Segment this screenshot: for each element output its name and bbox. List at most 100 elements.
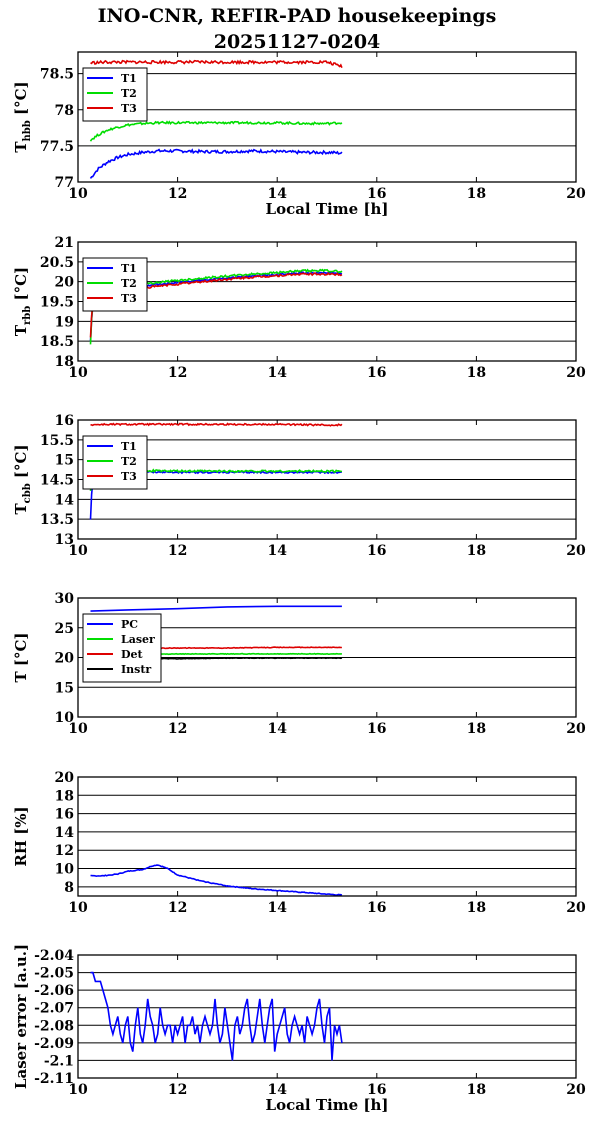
y-tick-label: 78.5: [40, 67, 74, 83]
y-tick-label: 12: [55, 843, 74, 859]
x-tick-label: 20: [566, 1082, 586, 1098]
y-tick-label: 16: [55, 807, 74, 823]
x-tick-label: 20: [566, 721, 586, 737]
y-tick-label: 13: [55, 532, 74, 548]
y-tick-label: 18: [55, 788, 74, 804]
x-tick-label: 14: [267, 900, 287, 916]
x-tick-label: 16: [367, 365, 386, 381]
legend-box: [82, 67, 148, 122]
y-tick-label: -2.11: [34, 1071, 74, 1087]
series-line-laser: [90, 971, 343, 1061]
legend-label: Instr: [121, 663, 151, 676]
y-tick-label: 77: [55, 175, 74, 191]
y-tick-label: 78: [55, 103, 74, 119]
y-axis-label: RH [%]: [12, 806, 30, 866]
y-axis-label: Laser error [a.u.]: [12, 944, 30, 1089]
x-tick-label: 14: [267, 1082, 287, 1098]
plot-frame: [77, 597, 577, 718]
x-tick-label: 10: [68, 543, 88, 559]
y-tick-label: 19: [55, 314, 74, 330]
x-tick-label: 12: [168, 721, 187, 737]
y-tick-label: -2.07: [34, 1001, 74, 1017]
legend: T1 T2 T3: [82, 257, 148, 312]
y-tick-label: 15: [55, 453, 74, 469]
legend-box: [82, 435, 148, 490]
y-tick-label: -2.06: [34, 983, 74, 999]
y-axis-label: Trbb [°C]: [12, 267, 33, 336]
x-axis-label: Local Time [h]: [266, 1096, 389, 1114]
x-tick-label: 16: [367, 721, 386, 737]
x-tick-label: 20: [566, 186, 586, 202]
y-tick-label: -2.05: [34, 966, 74, 982]
y-tick-label: 10: [55, 710, 75, 726]
x-tick-label: 10: [68, 186, 88, 202]
x-tick-label: 18: [467, 721, 486, 737]
x-tick-label: 20: [566, 543, 586, 559]
legend-box: [82, 257, 148, 312]
y-tick-label: 18.5: [40, 334, 74, 350]
x-tick-label: 10: [68, 1082, 88, 1098]
y-tick-label: 13.5: [40, 512, 74, 528]
y-tick-label: 14.5: [40, 473, 74, 489]
legend: PC Laser Det Instr: [82, 613, 162, 683]
plot-frame: [77, 51, 577, 183]
figure-title-line1: INO-CNR, REFIR-PAD housekeepings: [98, 5, 497, 27]
x-tick-label: 20: [566, 365, 586, 381]
plot-frame: [77, 419, 577, 540]
x-axis-label: Local Time [h]: [266, 200, 389, 218]
legend-label: T2: [121, 87, 137, 100]
y-tick-label: 77.5: [40, 139, 74, 155]
legend-label: T2: [121, 277, 137, 290]
x-tick-label: 12: [168, 900, 187, 916]
figure-title-line2: 20251127-0204: [214, 31, 381, 53]
y-tick-label: 20.5: [40, 255, 74, 271]
y-tick-label: 18: [55, 354, 74, 370]
y-tick-label: 19.5: [40, 295, 74, 311]
plot-frame: [77, 776, 577, 897]
y-tick-label: 10: [55, 862, 75, 878]
y-tick-label: -2.09: [34, 1036, 74, 1052]
legend-label: T1: [121, 72, 137, 85]
plot-panels: 10 12 14 16 18 20 77 77.5 78 78.5 Thbb [°C] Local T…: [12, 51, 586, 1114]
legend-label: T1: [121, 440, 137, 453]
x-tick-label: 14: [267, 186, 287, 202]
x-tick-label: 12: [168, 186, 187, 202]
y-axis-label: Thbb [°C]: [12, 81, 33, 152]
legend-label: PC: [121, 618, 138, 631]
legend-label: T2: [121, 455, 137, 468]
x-tick-label: 14: [267, 721, 287, 737]
x-tick-label: 12: [168, 365, 187, 381]
x-tick-label: 18: [467, 1082, 486, 1098]
legend-label: Laser: [121, 633, 155, 646]
panel-cbb: 10 12 14 16 18 20 13 13.5 14 14.5 15 15.5 16 Tcbb [°C…: [12, 413, 586, 559]
x-tick-label: 12: [168, 543, 187, 559]
y-tick-label: 15: [55, 680, 74, 696]
series-line-pc: [90, 605, 342, 612]
x-tick-label: 16: [367, 543, 386, 559]
legend-label: T1: [121, 262, 137, 275]
legend-box: [82, 613, 162, 683]
y-tick-label: 8: [64, 880, 74, 896]
x-tick-label: 18: [467, 900, 486, 916]
panel-rbb: 10 12 14 16 18 20 18 18.5 19 19.5 20 20.5 21 Trbb [°C…: [12, 235, 586, 381]
y-tick-label: 14: [55, 825, 75, 841]
panel-laser: 10 12 14 16 18 20 -2.11 -2.1-2.09 -2.08-2.07 -2.0…: [12, 944, 586, 1114]
x-tick-label: 18: [467, 543, 486, 559]
y-tick-label: 21: [55, 235, 74, 251]
plot-frame: [77, 241, 577, 362]
series-line-t1: [89, 148, 343, 179]
x-tick-label: 10: [68, 721, 88, 737]
plot-frame: [77, 954, 577, 1079]
legend-label: T3: [121, 292, 137, 305]
series-line-rh: [90, 864, 343, 896]
x-tick-label: 10: [68, 365, 88, 381]
x-tick-label: 12: [168, 1082, 187, 1098]
y-tick-label: 25: [55, 621, 74, 637]
y-tick-label: -2.08: [34, 1018, 74, 1034]
legend: T1 T2 T3: [82, 435, 148, 490]
y-tick-label: -2.1: [44, 1053, 74, 1069]
series-line-t3: [90, 59, 343, 69]
y-tick-label: 20: [55, 770, 75, 786]
x-tick-label: 14: [267, 365, 287, 381]
